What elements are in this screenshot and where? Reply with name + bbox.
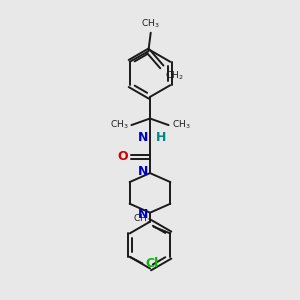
Text: N: N [138,130,148,144]
Text: CH$_3$: CH$_3$ [141,18,160,30]
Text: N: N [138,165,148,178]
Text: H: H [155,130,166,144]
Text: CH$_3$: CH$_3$ [133,213,152,225]
Text: Cl: Cl [145,257,159,270]
Text: CH$_3$: CH$_3$ [172,119,190,131]
Text: N: N [138,208,148,221]
Text: CH$_3$: CH$_3$ [110,119,128,131]
Text: O: O [118,150,128,163]
Text: CH$_2$: CH$_2$ [165,69,183,82]
